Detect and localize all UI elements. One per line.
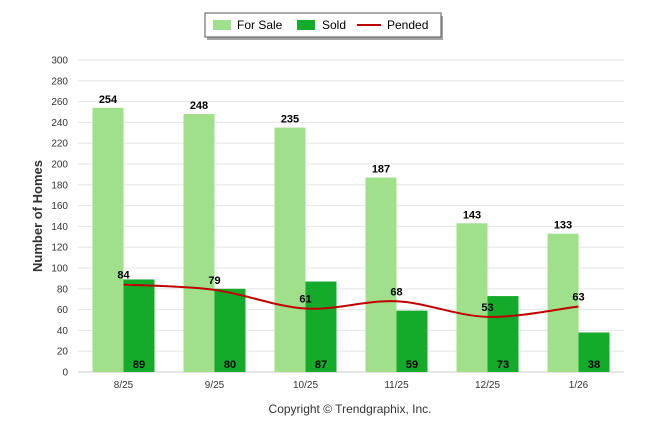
y-tick-label: 60 bbox=[57, 305, 69, 316]
y-tick-label: 0 bbox=[62, 368, 68, 379]
data-label-pended: 79 bbox=[208, 275, 220, 287]
bar-for-sale bbox=[365, 177, 397, 372]
x-tick-label: 1/26 bbox=[569, 380, 589, 391]
y-tick-label: 280 bbox=[51, 76, 68, 87]
bar-sold bbox=[123, 279, 155, 372]
bar-sold bbox=[396, 310, 428, 372]
data-label-sold: 59 bbox=[406, 359, 418, 371]
y-tick-label: 180 bbox=[51, 180, 68, 191]
y-tick-label: 100 bbox=[51, 264, 68, 275]
y-tick-label: 40 bbox=[57, 326, 69, 337]
pended-line bbox=[123, 283, 579, 318]
data-label-for-sale: 248 bbox=[190, 100, 208, 112]
x-tick-label: 12/25 bbox=[475, 380, 500, 391]
data-label-for-sale: 187 bbox=[372, 164, 390, 176]
y-tick-label: 140 bbox=[51, 222, 68, 233]
y-tick-label: 120 bbox=[51, 243, 68, 254]
bar-for-sale bbox=[274, 127, 306, 372]
legend-box bbox=[204, 12, 442, 38]
legend-label-sold: Sold bbox=[322, 18, 346, 32]
data-label-pended: 61 bbox=[299, 294, 311, 306]
bar-sold bbox=[214, 288, 246, 372]
x-tick-label: 8/25 bbox=[114, 380, 134, 391]
y-tick-label: 220 bbox=[51, 139, 68, 150]
bar-for-sale bbox=[183, 114, 215, 372]
y-tick-label: 200 bbox=[51, 160, 68, 171]
x-tick-label: 10/25 bbox=[293, 380, 318, 391]
y-axis-title: Number of Homes bbox=[30, 160, 45, 272]
y-tick-label: 240 bbox=[51, 118, 68, 129]
data-label-for-sale: 143 bbox=[463, 209, 481, 221]
data-label-pended: 53 bbox=[481, 302, 493, 314]
y-tick-label: 260 bbox=[51, 97, 68, 108]
y-tick-label: 300 bbox=[51, 56, 68, 67]
bar-for-sale bbox=[547, 233, 579, 372]
data-label-sold: 38 bbox=[588, 359, 600, 371]
data-label-sold: 80 bbox=[224, 359, 236, 371]
data-label-pended: 63 bbox=[572, 291, 584, 303]
data-label-pended: 84 bbox=[117, 270, 130, 282]
bar-for-sale bbox=[92, 107, 124, 372]
y-tick-label: 80 bbox=[57, 284, 69, 295]
x-tick-label: 11/25 bbox=[384, 380, 409, 391]
y-tick-label: 160 bbox=[51, 201, 68, 212]
data-label-for-sale: 235 bbox=[281, 114, 299, 126]
legend-label-for-sale: For Sale bbox=[237, 18, 283, 32]
bar-sold bbox=[305, 281, 337, 372]
legend-label-pended: Pended bbox=[387, 18, 428, 32]
data-label-for-sale: 133 bbox=[554, 220, 572, 232]
data-label-sold: 87 bbox=[315, 359, 327, 371]
bar-sold bbox=[578, 332, 610, 372]
data-label-pended: 68 bbox=[390, 286, 402, 298]
legend-swatch-for-sale bbox=[213, 20, 231, 30]
data-label-sold: 73 bbox=[497, 359, 509, 371]
bar-for-sale bbox=[456, 223, 488, 372]
bar-sold bbox=[487, 296, 519, 372]
x-tick-label: 9/25 bbox=[205, 380, 225, 391]
legend-swatch-sold bbox=[297, 20, 315, 30]
data-label-for-sale: 254 bbox=[99, 94, 118, 106]
data-label-sold: 89 bbox=[133, 359, 145, 371]
y-tick-label: 20 bbox=[57, 347, 69, 358]
copyright-credit: Copyright © Trendgraphix, Inc. bbox=[269, 402, 432, 416]
